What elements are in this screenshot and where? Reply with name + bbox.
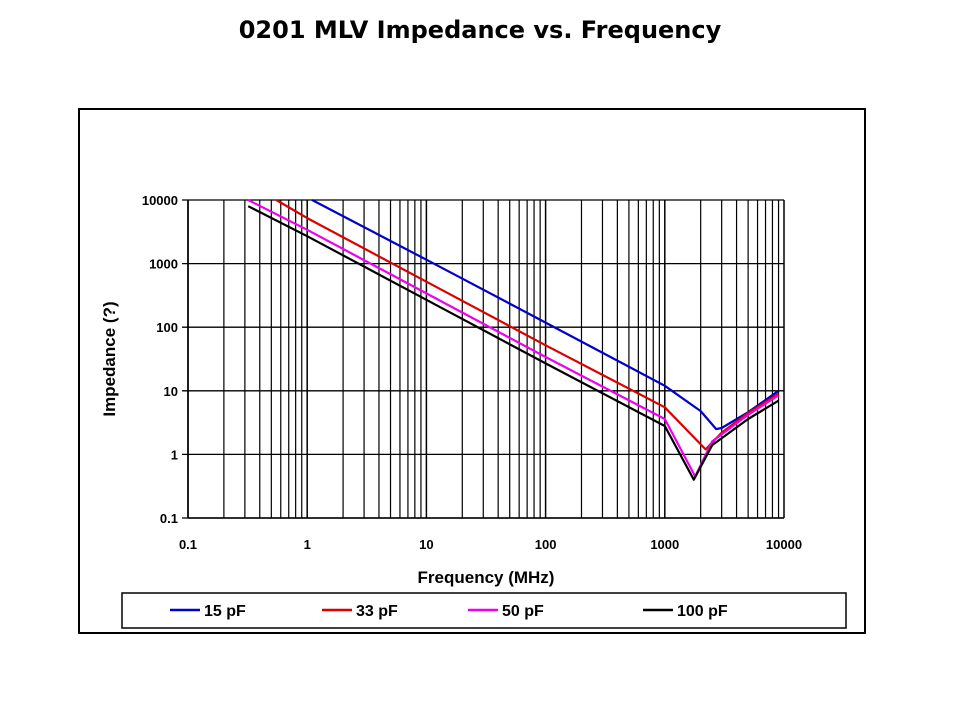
chart-title: 0201 MLV Impedance vs. Frequency (238, 16, 722, 44)
x-axis-label: Frequency (MHz) (418, 568, 555, 587)
series-line-33pf (275, 199, 780, 451)
chart-frame (78, 108, 866, 634)
y-tick-label: 1000 (149, 257, 178, 272)
legend-label: 15 pF (204, 603, 246, 620)
y-tick-label: 10000 (142, 193, 178, 208)
series-line-100pf (247, 205, 780, 481)
y-tick-label: 100 (156, 320, 178, 335)
legend-label: 33 pF (356, 603, 398, 620)
y-tick-label: 1 (171, 447, 178, 462)
series-line-50pf (247, 199, 780, 478)
y-tick-label: 0.1 (160, 511, 178, 526)
x-tick-label: 10000 (766, 537, 802, 552)
y-tick-label: 10 (164, 384, 178, 399)
x-tick-label: 100 (535, 537, 557, 552)
x-tick-label: 1000 (650, 537, 679, 552)
x-tick-label: 0.1 (179, 537, 197, 552)
legend-label: 100 pF (677, 603, 728, 620)
y-axis-label: Impedance (?) (100, 301, 119, 416)
x-tick-label: 10 (419, 537, 433, 552)
x-tick-label: 1 (304, 537, 311, 552)
legend-label: 50 pF (502, 603, 544, 620)
series-line-15pf (311, 199, 780, 431)
